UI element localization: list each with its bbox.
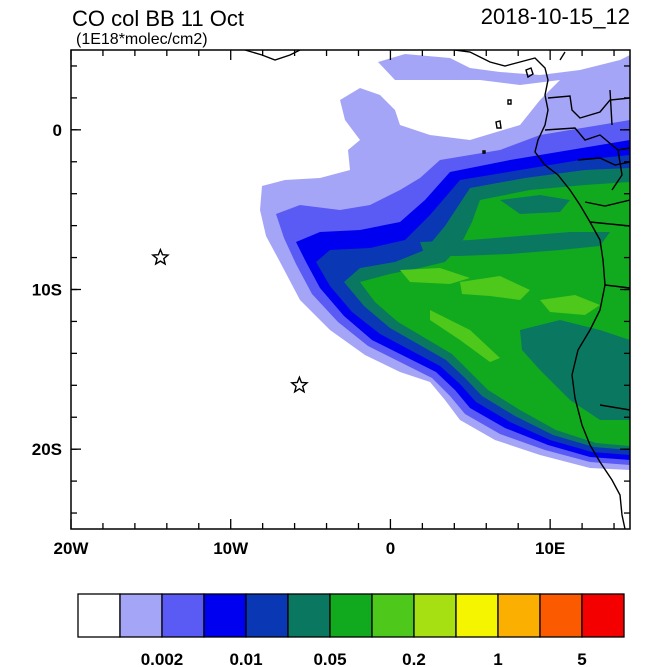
colorbar-box <box>119 593 163 638</box>
colorbar-label: 0.01 <box>229 650 262 667</box>
plume-streak-lightgreen-3 <box>430 310 500 362</box>
star-marker <box>289 375 309 394</box>
colorbar-box <box>203 593 247 638</box>
colorbar-label: 0.2 <box>402 650 426 667</box>
colorbar-label: 5 <box>577 650 586 667</box>
plume-streak-lightgreen-4 <box>540 295 600 315</box>
colorbar-box <box>77 593 121 638</box>
colorbar-box <box>329 593 373 638</box>
colorbar-label: 1 <box>493 650 502 667</box>
colorbar-box <box>413 593 457 638</box>
map-timestamp: 2018-10-15_12 <box>481 4 630 29</box>
coastline <box>244 50 630 529</box>
plume-streak-teal-1 <box>420 232 610 256</box>
colorbar-label: 0.002 <box>141 650 184 667</box>
colorbar-box <box>581 593 625 638</box>
colorbar-box <box>497 593 541 638</box>
x-tick-label: 10E <box>535 539 565 558</box>
colorbar-box <box>161 593 205 638</box>
plume-streak-lightgreen-2 <box>400 268 470 284</box>
colorbar-box <box>287 593 331 638</box>
colorbar-box <box>455 593 499 638</box>
islands <box>482 67 534 154</box>
star-marker <box>150 247 170 266</box>
plume-streak-teal-3 <box>500 195 570 214</box>
x-tick-label: 20W <box>54 539 90 558</box>
map-axes: 20W 10W 0 10E 0 10S 20S <box>32 50 630 558</box>
colorbar: 0.002 0.01 0.05 0.2 1 5 <box>77 593 625 667</box>
y-tick-label: 20S <box>32 440 62 459</box>
map-units: (1E18*molec/cm2) <box>76 31 208 48</box>
plume-streak-teal-2 <box>520 320 630 420</box>
y-tick-label: 10S <box>32 281 62 300</box>
colorbar-box <box>245 593 289 638</box>
plume-streak-lightgreen-1 <box>460 276 530 300</box>
y-tick-label: 0 <box>53 121 62 140</box>
station-markers <box>150 247 309 394</box>
x-tick-label: 10W <box>213 539 249 558</box>
colorbar-box <box>539 593 583 638</box>
map-title: CO col BB 11 Oct <box>72 6 244 31</box>
map-plot-area <box>71 50 630 529</box>
x-tick-label: 0 <box>386 539 395 558</box>
colorbar-label: 0.05 <box>313 650 346 667</box>
colorbar-box <box>371 593 415 638</box>
